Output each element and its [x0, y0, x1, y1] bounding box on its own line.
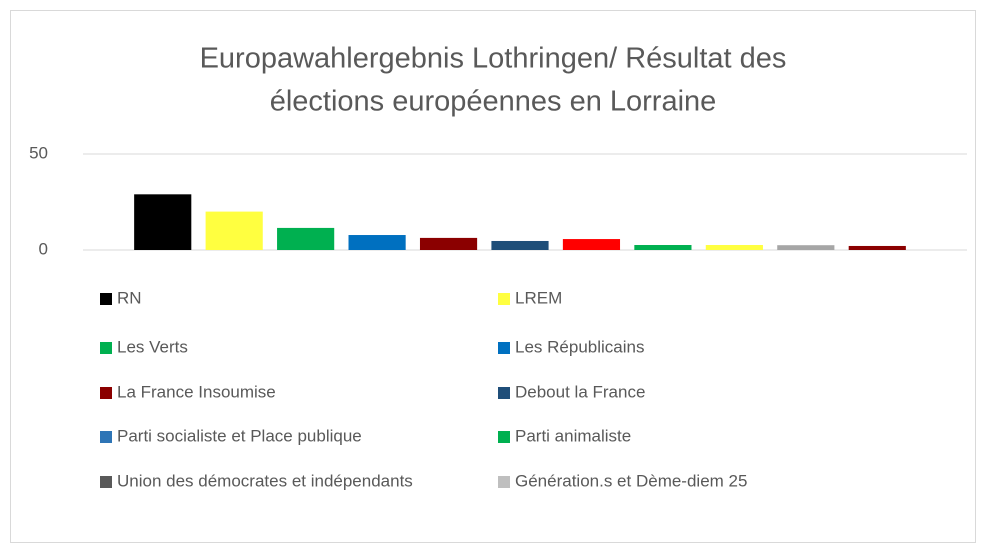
bar [562, 239, 621, 250]
bar [848, 245, 906, 250]
bar [634, 245, 692, 250]
legend-label: Debout la France [515, 382, 645, 401]
legend-label: La France Insoumise [117, 382, 276, 401]
chart-title: élections européennes en Lorraine [270, 86, 717, 118]
bar [705, 245, 763, 250]
legend-label: RN [117, 288, 142, 307]
legend-label: Génération.s et Dème-diem 25 [515, 471, 747, 490]
y-tick-label: 50 [29, 143, 48, 162]
bar [419, 237, 478, 250]
legend-swatch [100, 293, 112, 305]
bar [205, 211, 263, 250]
legend-swatch [498, 476, 510, 488]
legend-label: LREM [515, 288, 562, 307]
bar [777, 245, 835, 250]
bar [134, 194, 192, 250]
chart-title: Europawahlergebnis Lothringen/ Résultat … [200, 43, 787, 75]
legend-label: Les Républicains [515, 337, 644, 356]
legend-label: Union des démocrates et indépendants [117, 471, 413, 490]
legend-swatch [498, 387, 510, 399]
legend-swatch [100, 431, 112, 443]
legend-swatch [100, 342, 112, 354]
legend-swatch [498, 431, 510, 443]
legend-label: Parti animaliste [515, 426, 631, 445]
bar [348, 235, 406, 250]
legend-swatch [100, 387, 112, 399]
legend-swatch [498, 293, 510, 305]
chart-border [10, 10, 976, 543]
legend-label: Les Verts [117, 337, 188, 356]
legend-label: Parti socialiste et Place publique [117, 426, 362, 445]
bar [277, 227, 335, 250]
bar [491, 240, 549, 250]
y-tick-label: 0 [39, 239, 48, 258]
legend-swatch [498, 342, 510, 354]
legend-swatch [100, 476, 112, 488]
